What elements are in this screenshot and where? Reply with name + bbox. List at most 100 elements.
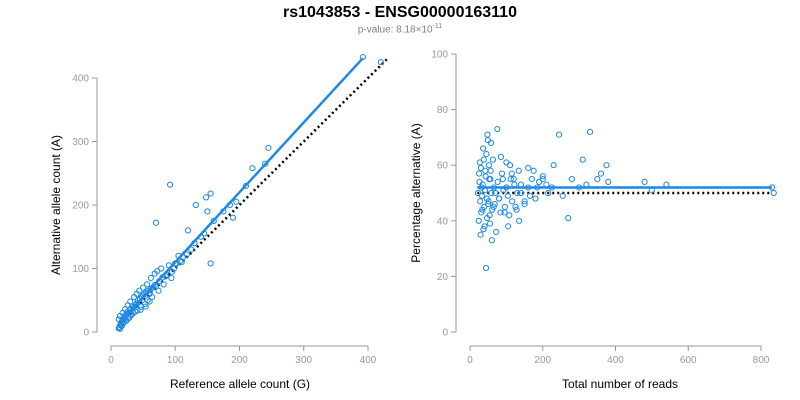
right-data-point bbox=[477, 164, 485, 172]
right-data-point bbox=[474, 189, 482, 197]
right-data-point bbox=[477, 231, 484, 238]
right-data-point bbox=[485, 162, 493, 169]
right-data-point bbox=[476, 178, 483, 185]
subtitle-exponent: -11 bbox=[432, 23, 443, 30]
left-y-tick-label: 300 bbox=[72, 137, 89, 148]
right-data-point bbox=[480, 226, 487, 233]
chart-subtitle: p-value: 8.18×10-11 bbox=[0, 23, 800, 35]
right-data-point bbox=[565, 214, 572, 222]
left-x-tick-label: 400 bbox=[360, 355, 377, 366]
left-x-tick-label: 200 bbox=[231, 355, 248, 366]
right-data-point bbox=[496, 195, 503, 202]
right-data-point bbox=[491, 201, 498, 208]
right-data-point bbox=[507, 176, 514, 183]
left-data-point bbox=[168, 268, 176, 275]
right-data-point bbox=[482, 173, 489, 180]
left-reference-line bbox=[117, 58, 389, 326]
left-data-point bbox=[133, 300, 140, 307]
right-data-point bbox=[504, 192, 511, 199]
left-data-point bbox=[140, 284, 147, 291]
right-data-point bbox=[475, 217, 482, 224]
right-data-point bbox=[475, 170, 483, 177]
right-data-point bbox=[485, 198, 492, 205]
left-data-point bbox=[144, 297, 151, 304]
left-data-point bbox=[262, 160, 269, 167]
right-data-point bbox=[492, 189, 499, 197]
left-data-point bbox=[151, 281, 158, 289]
left-data-point bbox=[152, 219, 160, 226]
right-data-point bbox=[501, 203, 509, 210]
left-x-tick-label: 300 bbox=[295, 355, 312, 366]
right-data-point bbox=[539, 173, 546, 180]
right-data-point bbox=[508, 170, 515, 177]
right-data-point bbox=[477, 198, 484, 205]
right-data-point bbox=[770, 189, 777, 197]
right-data-point bbox=[489, 206, 496, 213]
right-data-point bbox=[481, 223, 488, 230]
left-data-point bbox=[151, 270, 158, 277]
right-data-point bbox=[512, 203, 519, 210]
right-data-point bbox=[503, 159, 510, 166]
right-data-point bbox=[499, 176, 506, 183]
left-x-axis-label: Reference allele count (G) bbox=[170, 377, 310, 391]
right-data-point bbox=[494, 125, 501, 133]
right-data-point bbox=[486, 176, 493, 183]
right-data-point bbox=[586, 128, 594, 135]
right-data-point bbox=[483, 150, 490, 158]
right-data-point bbox=[498, 170, 506, 177]
right-data-point bbox=[505, 223, 512, 230]
left-data-point bbox=[155, 287, 162, 294]
left-data-point bbox=[207, 190, 214, 197]
right-data-point bbox=[486, 220, 494, 227]
right-data-point bbox=[494, 178, 501, 185]
right-data-point bbox=[497, 209, 504, 216]
left-y-axis-label: Alternative allele count (A) bbox=[49, 135, 63, 275]
right-data-point bbox=[579, 156, 586, 163]
chart-title: rs1043853 - ENSG00000163110 bbox=[283, 4, 517, 21]
right-data-point bbox=[480, 156, 487, 163]
left-scatter-panel: 0 100 200 300 400 0 100 200 300 400 Reference alle… bbox=[49, 53, 389, 391]
left-data-point bbox=[233, 198, 240, 205]
right-data-point bbox=[556, 131, 563, 138]
right-data-point bbox=[536, 178, 543, 185]
right-data-point bbox=[487, 139, 495, 147]
right-x-tick-label: 800 bbox=[753, 355, 770, 366]
right-x-axis-label: Total number of reads bbox=[562, 377, 678, 391]
right-data-point bbox=[513, 206, 520, 213]
right-data-point bbox=[559, 192, 566, 199]
right-data-point bbox=[488, 189, 495, 197]
right-data-point bbox=[488, 237, 495, 244]
left-y-tick-label: 400 bbox=[72, 74, 89, 85]
left-data-point bbox=[249, 165, 256, 172]
right-y-tick-label: 40 bbox=[437, 216, 449, 227]
right-data-point bbox=[478, 192, 486, 199]
right-data-point bbox=[479, 145, 487, 152]
left-y-tick-label: 100 bbox=[72, 264, 89, 275]
right-data-point bbox=[484, 131, 491, 138]
left-data-point bbox=[183, 251, 190, 258]
left-data-point bbox=[192, 201, 199, 209]
right-data-point bbox=[493, 228, 500, 236]
right-data-point bbox=[517, 189, 525, 197]
right-y-tick-label: 60 bbox=[437, 161, 449, 172]
right-data-point bbox=[476, 159, 483, 166]
left-data-point bbox=[149, 293, 156, 301]
left-data-point bbox=[170, 265, 178, 272]
right-scatter-panel: 0 200 400 600 800 0 20 40 60 80 100 Total number of… bbox=[409, 50, 777, 391]
left-data-point bbox=[142, 303, 149, 310]
right-data-point bbox=[506, 212, 513, 219]
right-data-point bbox=[485, 201, 492, 208]
right-data-point bbox=[597, 170, 605, 177]
right-data-point bbox=[483, 214, 491, 222]
left-data-point bbox=[188, 246, 195, 253]
left-data-point bbox=[207, 260, 214, 267]
right-data-point bbox=[484, 137, 491, 144]
right-y-axis-label: Percentage alternative (A) bbox=[409, 123, 423, 262]
left-data-point bbox=[210, 217, 217, 224]
right-data-point bbox=[489, 156, 497, 163]
left-data-point bbox=[185, 227, 192, 234]
left-data-point bbox=[143, 281, 151, 288]
right-data-point bbox=[528, 176, 535, 183]
right-data-point bbox=[525, 164, 532, 172]
